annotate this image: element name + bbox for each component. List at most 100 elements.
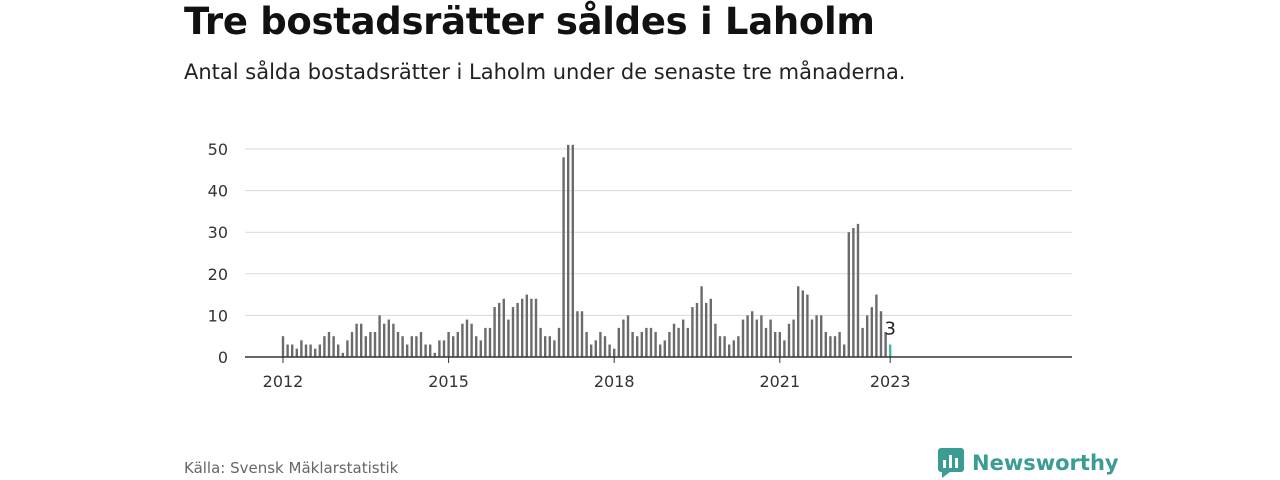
bar [603, 336, 607, 357]
bar [291, 344, 294, 357]
bar [866, 315, 869, 357]
bar [507, 319, 510, 357]
y-tick-label: 20 [208, 265, 228, 284]
bar [456, 332, 459, 357]
bar [442, 340, 446, 357]
bar [636, 336, 639, 357]
bar [728, 344, 731, 357]
bar [594, 340, 597, 357]
bar [797, 286, 800, 357]
bar [792, 319, 795, 357]
x-tick-label: 2023 [870, 372, 911, 391]
bar [300, 340, 303, 357]
bar [534, 298, 538, 357]
y-tick-label: 50 [208, 140, 228, 159]
bar [304, 344, 308, 357]
bar [654, 332, 657, 357]
bar [879, 311, 883, 357]
bar [760, 315, 763, 357]
bar [332, 336, 335, 357]
bar [493, 307, 496, 357]
chart-title: Tre bostadsrätter såldes i Laholm [184, 0, 875, 43]
bar [341, 352, 344, 357]
bar [373, 332, 377, 357]
bar [355, 323, 358, 357]
bar-chart: 0 10 20 30 40 50 2012 2015 2018 2021 2023 3 [208, 140, 1072, 391]
bar [415, 336, 418, 357]
bar [406, 344, 409, 357]
bar [295, 348, 298, 357]
bar [810, 319, 814, 357]
bar [378, 315, 381, 357]
bar [452, 336, 455, 357]
bar [677, 327, 680, 357]
bar [847, 232, 850, 357]
bar [820, 315, 823, 357]
bar [346, 340, 349, 357]
bar [608, 344, 611, 357]
bar [438, 340, 441, 357]
bar [576, 311, 579, 357]
bar [383, 323, 386, 357]
bar [281, 336, 285, 357]
bar [746, 315, 749, 357]
bar [488, 327, 492, 357]
bar [806, 294, 809, 357]
bar [548, 336, 551, 357]
bar [323, 336, 326, 357]
bar [672, 323, 676, 357]
bar [479, 340, 482, 357]
bar [465, 319, 469, 357]
x-tick-label: 2018 [594, 372, 635, 391]
x-tick-label: 2012 [263, 372, 304, 391]
bar [360, 323, 363, 357]
bar [498, 302, 501, 357]
bar [350, 332, 354, 357]
bar [557, 327, 561, 357]
bar [286, 344, 289, 357]
bar [884, 332, 887, 357]
bar [723, 336, 726, 357]
brand-logo: Newsworthy [938, 448, 1119, 478]
bar [410, 336, 413, 357]
bar [396, 332, 400, 357]
bar [309, 344, 312, 357]
y-tick-label: 10 [208, 306, 228, 325]
latest-value-label: 3 [884, 319, 895, 340]
bar [774, 332, 777, 357]
bar [613, 348, 616, 357]
bar [626, 315, 630, 357]
bar [783, 340, 786, 357]
bar [755, 319, 758, 357]
bar [447, 332, 450, 357]
bar [553, 340, 556, 357]
bar-latest [889, 344, 892, 357]
bar [424, 344, 427, 357]
bar [525, 294, 528, 357]
bar [617, 327, 620, 357]
bar [484, 327, 487, 357]
bar [622, 319, 625, 357]
bar [419, 332, 423, 357]
bar [801, 290, 804, 357]
bar [861, 327, 864, 357]
bar [521, 298, 524, 357]
bar [815, 315, 818, 357]
bar [778, 332, 781, 357]
bar [314, 348, 317, 357]
bar [838, 332, 841, 357]
y-tick-label: 30 [208, 223, 228, 242]
bar [433, 352, 436, 357]
bar [327, 332, 331, 357]
bar [631, 332, 634, 357]
bar [401, 336, 404, 357]
bar [392, 323, 395, 357]
bar [429, 344, 432, 357]
bar [649, 327, 653, 357]
bar [668, 332, 671, 357]
bar [599, 332, 602, 357]
bar [511, 307, 515, 357]
bar [659, 344, 662, 357]
bar [705, 302, 708, 357]
bar [824, 332, 827, 357]
